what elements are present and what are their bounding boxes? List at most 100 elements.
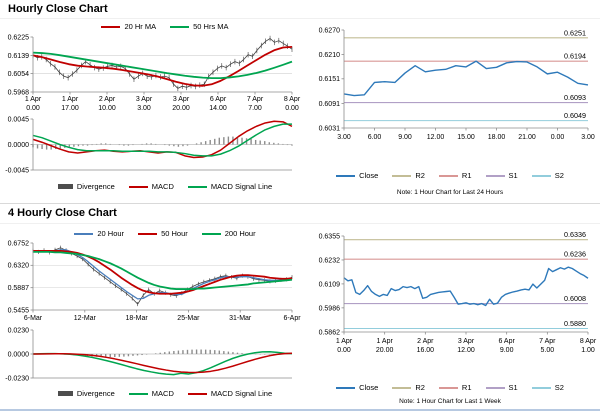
svg-text:-0.0045: -0.0045 <box>5 167 29 174</box>
legend-item-50-hour: 50 Hour <box>138 229 188 238</box>
fourhourly-macd-chart: 0.0230 0.0000 -0.0230 <box>5 327 293 382</box>
svg-text:5.00: 5.00 <box>541 347 555 354</box>
svg-text:0.6139: 0.6139 <box>8 53 30 60</box>
svg-text:3.00: 3.00 <box>581 134 595 141</box>
legend-line-icon <box>485 174 505 177</box>
svg-text:0.6031: 0.6031 <box>319 125 341 132</box>
legend-label: S2 <box>554 383 564 392</box>
svg-text:-0.0230: -0.0230 <box>5 375 29 382</box>
svg-text:17.00: 17.00 <box>61 105 79 112</box>
legend-label: Divergence <box>76 182 115 191</box>
section-title-fourhourly: 4 Hourly Close Chart <box>8 207 117 219</box>
svg-text:15.00: 15.00 <box>457 134 475 141</box>
svg-text:6 Apr: 6 Apr <box>498 338 515 345</box>
legend-line-icon <box>128 392 148 395</box>
legend-item-macd: MACD <box>128 389 174 398</box>
svg-text:6.00: 6.00 <box>368 134 382 141</box>
legend-label: S1 <box>508 383 518 392</box>
svg-text:20.00: 20.00 <box>376 347 394 354</box>
legend-label: S1 <box>508 171 518 180</box>
legend-item-r2: R2 <box>392 171 425 180</box>
legend-line-icon <box>201 232 221 235</box>
legend-item-r1: R1 <box>438 171 472 180</box>
svg-text:0.6109: 0.6109 <box>319 281 341 288</box>
svg-text:3.00: 3.00 <box>137 105 151 112</box>
svg-text:0.0000: 0.0000 <box>8 142 30 149</box>
legend-line-icon <box>531 174 551 177</box>
svg-text:0.6236: 0.6236 <box>564 250 586 259</box>
svg-text:9.00: 9.00 <box>500 347 514 354</box>
svg-text:10.00: 10.00 <box>98 105 116 112</box>
legend-line-icon <box>392 174 412 177</box>
svg-text:31-Mar: 31-Mar <box>229 315 252 322</box>
legend-line-icon <box>138 232 158 235</box>
legend-item-s1: S1 <box>485 383 518 392</box>
legend-label: 20 Hr MA <box>124 22 157 31</box>
legend-line-icon <box>336 174 356 177</box>
legend-line-icon <box>74 232 94 235</box>
svg-text:12-Mar: 12-Mar <box>74 315 97 322</box>
legend-line-icon <box>485 386 505 389</box>
svg-text:1 Apr: 1 Apr <box>376 338 393 345</box>
svg-text:12.00: 12.00 <box>427 134 445 141</box>
legend-line-icon <box>438 174 458 177</box>
legend-label: R1 <box>461 383 472 392</box>
weekly-sr-chart: 0.6355 0.6232 0.6109 0.5986 0.5862 0.6336 0.62… <box>319 230 597 354</box>
svg-text:3.00: 3.00 <box>337 134 351 141</box>
legend-line-icon <box>438 386 458 389</box>
legend-label: S2 <box>554 171 564 180</box>
svg-text:3 Apr: 3 Apr <box>136 96 153 103</box>
legend-line-icon <box>187 392 207 395</box>
legend-label: Close <box>359 383 379 392</box>
svg-text:0.6752: 0.6752 <box>8 240 30 247</box>
legend-label: R2 <box>415 171 425 180</box>
svg-text:1 Apr: 1 Apr <box>62 96 79 103</box>
svg-text:0.5887: 0.5887 <box>8 285 30 292</box>
svg-text:0.00: 0.00 <box>26 105 40 112</box>
svg-text:0.6151: 0.6151 <box>319 76 341 83</box>
legend-label: 50 Hrs MA <box>193 22 229 31</box>
legend-label: 200 Hour <box>224 229 256 238</box>
legend-label: MACD <box>151 182 174 191</box>
legend-label: MACD Signal Line <box>210 389 273 398</box>
svg-text:8 Apr: 8 Apr <box>284 96 301 103</box>
svg-text:0.5968: 0.5968 <box>8 89 30 96</box>
legend-label: R2 <box>415 383 425 392</box>
legend-item-s1: S1 <box>485 171 518 180</box>
svg-text:0.00: 0.00 <box>285 105 299 112</box>
svg-text:6-Mar: 6-Mar <box>24 315 43 322</box>
svg-text:0.0000: 0.0000 <box>8 351 30 358</box>
svg-text:6-Apr: 6-Apr <box>283 315 301 322</box>
legend-label: Close <box>359 171 379 180</box>
weekly-sr-note: Note: 1 Hour Chart for Last 1 Week <box>399 398 501 405</box>
hourly-price-legend: 20 Hr MA 50 Hrs MA <box>30 21 300 32</box>
svg-text:0.0045: 0.0045 <box>8 116 30 123</box>
legend-item-divergence: Divergence <box>57 182 115 191</box>
svg-text:2 Apr: 2 Apr <box>417 338 434 345</box>
hourly-sr-legend: Close R2 R1 S1 S2 <box>315 170 585 181</box>
svg-text:0.6091: 0.6091 <box>319 101 341 108</box>
legend-item-20-hr-ma: 20 Hr MA <box>101 22 156 31</box>
svg-text:0.00: 0.00 <box>337 347 351 354</box>
svg-text:2 Apr: 2 Apr <box>99 96 116 103</box>
weekly-sr-legend: Close R2 R1 S1 S2 <box>315 382 585 393</box>
svg-text:0.6355: 0.6355 <box>319 233 341 240</box>
legend-item-close: Close <box>336 383 378 392</box>
svg-text:0.00: 0.00 <box>551 134 565 141</box>
svg-text:0.6320: 0.6320 <box>8 263 30 270</box>
svg-text:0.6251: 0.6251 <box>564 28 586 37</box>
legend-item-macd-signal-line: MACD Signal Line <box>187 389 273 398</box>
legend-label: MACD Signal Line <box>210 182 273 191</box>
svg-text:1.00: 1.00 <box>581 347 595 354</box>
svg-text:18.00: 18.00 <box>488 134 506 141</box>
svg-text:7 Apr: 7 Apr <box>247 96 264 103</box>
divergence-bars-icon <box>57 184 73 189</box>
legend-item-r1: R1 <box>438 383 472 392</box>
svg-text:0.0230: 0.0230 <box>8 327 30 334</box>
legend-item-macd: MACD <box>128 182 174 191</box>
svg-text:0.5880: 0.5880 <box>564 319 586 328</box>
legend-item-s2: S2 <box>531 383 564 392</box>
svg-text:7.00: 7.00 <box>248 105 262 112</box>
title-divider <box>0 18 600 19</box>
